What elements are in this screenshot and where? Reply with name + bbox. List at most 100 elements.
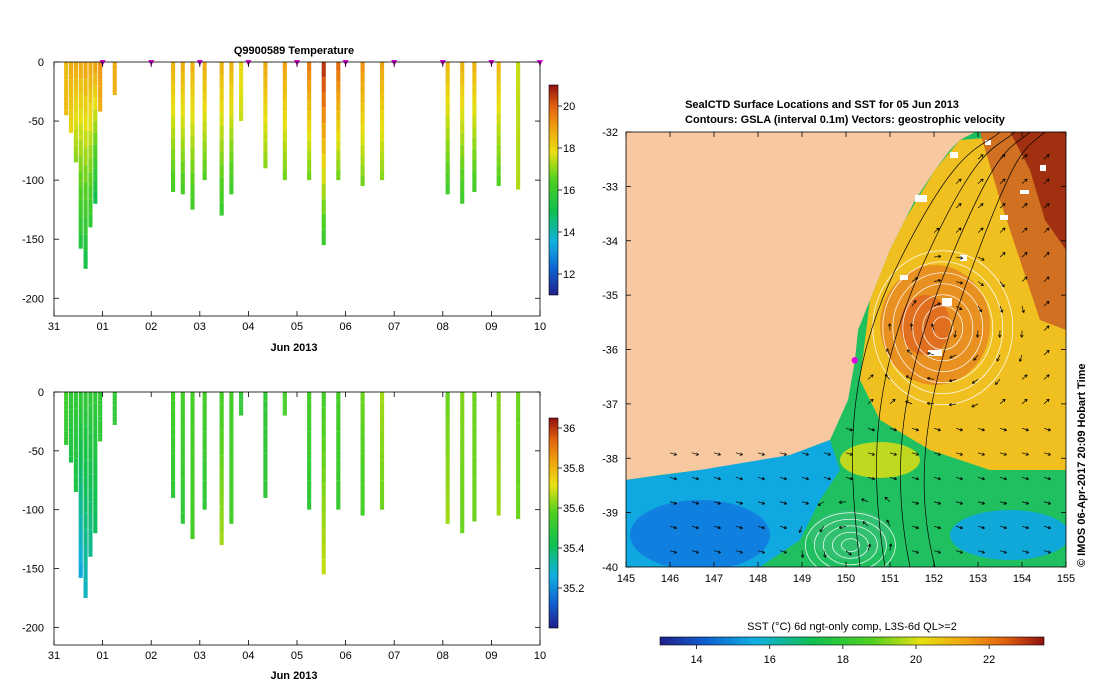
profile-cell [68,121,74,127]
profile-cell [307,480,312,491]
profile-cell [219,189,224,203]
profile-cell [516,93,521,105]
profile-cell [64,431,69,437]
profile-column [78,392,83,578]
hottest-water [1010,132,1066,250]
velocity-vector [779,550,787,554]
profile-cell [321,543,326,560]
profile-cell [282,170,287,181]
profile-cell [202,490,207,500]
profile-cell [263,150,268,160]
velocity-vector [735,452,743,456]
profile-cell [379,140,385,151]
x-tick-label: 03 [194,321,206,333]
velocity-vector [713,525,721,530]
profile-cell [460,474,465,487]
profile-column [516,62,521,190]
profile-cell [112,422,117,425]
temperature-x-axis-label: Jun 2013 [270,342,317,354]
profile-cell [112,81,117,85]
velocity-vector [955,452,963,456]
profile-cell [239,403,244,406]
profile-cell [83,460,88,478]
profile-column [219,392,224,545]
profile-cell [336,71,341,82]
colorbar-tick-label: 35.8 [563,463,584,475]
profile-cell [263,453,268,463]
profile-cell [263,392,268,401]
profile-cell [307,71,312,82]
profile-cell [98,420,103,425]
profile-column [360,392,365,516]
profile-cell [496,103,501,114]
profile-cell [202,392,207,402]
profile-cell [460,132,465,145]
profile-cell [73,120,78,129]
profile-cell [229,84,234,96]
y-tick-label: -200 [22,622,44,634]
velocity-vector [955,256,964,260]
profile-cell [239,86,244,92]
profile-cell [263,471,268,481]
profile-cell [93,450,98,463]
profile-cell [171,489,176,498]
profile-cell [64,405,69,410]
profile-cell [171,436,176,445]
profile-cell [98,437,103,442]
profile-cell [307,91,312,102]
velocity-vector [1021,452,1029,456]
profile-cell [516,444,521,456]
profile-cell [239,101,244,107]
profile-cell [263,400,268,410]
velocity-vector [1021,550,1029,554]
profile-cell [282,395,287,398]
profile-cell [360,464,365,475]
x-tick-label: 08 [437,650,449,662]
profile-cell [190,465,195,478]
profile-cell [190,416,195,429]
velocity-vector [867,543,872,551]
profile-cell [379,392,385,402]
profile-cell [460,415,465,428]
profile-cell [516,83,521,94]
profile-cell [379,499,385,510]
profile-cell [202,130,207,141]
velocity-vector [933,227,940,233]
x-tick-label: 07 [388,321,400,333]
profile-cell [190,428,195,442]
profile-cell [68,67,74,74]
profile-cell [190,62,195,75]
profile-cell [202,431,207,442]
salinity-x-axis-label: Jun 2013 [270,670,317,682]
profile-cell [360,165,365,176]
profile-cell [64,97,69,102]
sst-colorbar [659,636,1045,646]
velocity-vector [977,281,984,287]
profile-cell [460,427,465,440]
x-tick-label: 10 [534,321,546,333]
profile-cell [171,418,176,428]
velocity-vector [888,323,892,331]
profile-cell [83,182,88,200]
velocity-vector [926,376,935,381]
gsla-contour-line [852,132,1001,567]
profile-cell [321,123,326,139]
profile-cell [336,441,341,451]
x-tick-label: 01 [96,321,108,333]
colorbar-tick-label: 35.4 [563,543,584,555]
profile-cell [516,508,521,520]
profile-cell [73,87,78,96]
profile-cell [445,402,450,414]
profile-cell [180,95,185,107]
profile-cell [496,464,501,475]
profile-cell [307,450,312,461]
profile-cell [336,150,341,161]
profile-cell [64,110,69,116]
profile-cell [516,434,521,445]
profile-cell [83,165,88,183]
profile-cell [282,111,287,122]
profile-cell [472,435,477,446]
profile-cell [229,62,234,74]
profile-cell [68,433,74,440]
